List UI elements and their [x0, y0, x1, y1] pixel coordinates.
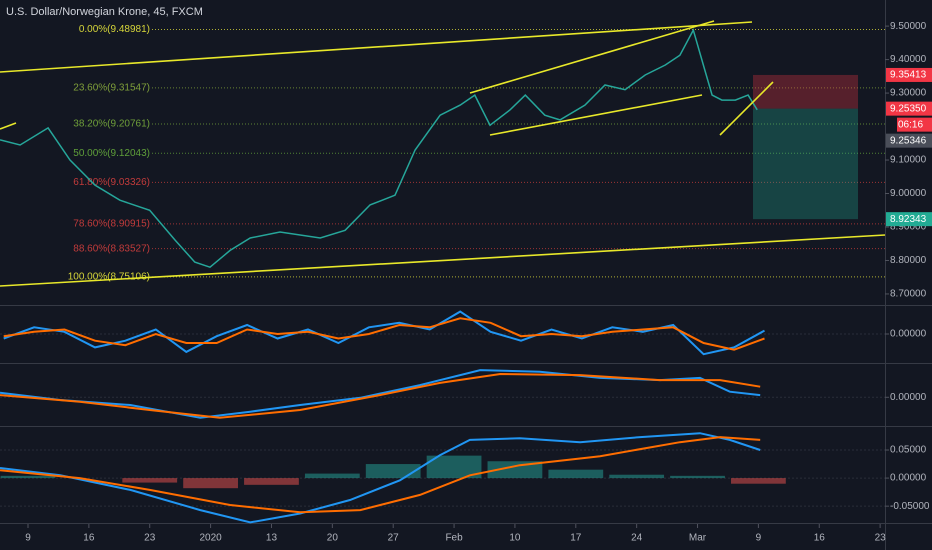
x-tick-label: 23	[875, 533, 887, 544]
x-tick-label: 13	[266, 533, 278, 544]
x-tick-label: 9	[25, 533, 31, 544]
price-label-box	[886, 212, 932, 227]
histogram-bar	[304, 473, 360, 479]
y-tick-label: 0.00000	[890, 392, 927, 403]
plot-layer: 9.50000 9.40000 9.30000 9.10000 9.00000 8.900…	[0, 21, 932, 544]
trend-line	[0, 21, 753, 73]
price-label: 9.35413	[890, 70, 927, 81]
countdown: 06:16	[898, 119, 923, 130]
histogram-bar	[670, 475, 725, 479]
countdown-box	[897, 117, 932, 132]
series-line	[0, 436, 761, 514]
y-tick-label: -0.05000	[890, 501, 930, 512]
histogram-bar	[122, 478, 178, 483]
x-tick-label: 23	[144, 533, 156, 544]
price-label-box	[886, 133, 932, 148]
x-tick-label: 9	[756, 533, 762, 544]
y-tick-label: 9.50000	[890, 21, 927, 32]
y-tick-label: 8.70000	[890, 289, 927, 300]
x-tick-label: 17	[570, 533, 582, 544]
position-loss	[753, 74, 858, 109]
price-label: 9.25346	[890, 135, 927, 146]
trend-line	[469, 20, 715, 94]
y-tick-label: 0.00000	[890, 329, 927, 340]
histogram-bar	[0, 475, 56, 479]
fib-label: 23.60%(9.31547)	[73, 83, 150, 94]
fib-label: 100.00%(8.75106)	[68, 271, 150, 282]
fib-label: 61.80%(9.03326)	[73, 177, 150, 188]
histogram-bar	[487, 461, 543, 479]
series-line	[0, 372, 761, 419]
fib-label: 88.60%(8.83527)	[73, 243, 150, 254]
y-tick-label: 9.30000	[890, 88, 927, 99]
x-tick-label: 16	[814, 533, 826, 544]
x-tick-label: Feb	[445, 533, 463, 544]
x-tick-label: 27	[388, 533, 400, 544]
y-tick-label: 9.00000	[890, 188, 927, 199]
x-tick-label: 20	[327, 533, 339, 544]
price-label-box	[886, 101, 932, 116]
series-line	[3, 310, 765, 356]
x-tick-label: 10	[509, 533, 521, 544]
histogram-bar	[183, 478, 238, 489]
position-profit	[753, 108, 858, 220]
series-line	[0, 432, 761, 524]
trend-line	[489, 94, 703, 136]
chart-title: U.S. Dollar/Norwegian Krone, 45, FXCM	[6, 6, 203, 18]
fib-label: 38.20%(9.20761)	[73, 119, 150, 130]
price-label: 8.92343	[890, 214, 927, 225]
histogram-bar	[426, 455, 482, 479]
histogram-bar	[244, 478, 299, 485]
histogram-bar	[548, 469, 604, 479]
price-label-box	[886, 67, 932, 82]
trend-line	[0, 234, 886, 287]
y-tick-label: 0.00000	[890, 473, 927, 484]
price-label: 9.25350	[890, 103, 927, 114]
trend-lines	[0, 20, 886, 287]
x-tick-label: Mar	[689, 533, 707, 544]
histogram-bar	[609, 474, 665, 479]
fib-label: 78.60%(8.90915)	[73, 219, 150, 230]
histogram-bar	[731, 478, 786, 484]
y-tick-label: 8.90000	[890, 222, 927, 233]
y-tick-label: 8.80000	[890, 255, 927, 266]
x-tick-label: 2020	[199, 533, 222, 544]
y-tick-label: 9.40000	[890, 54, 927, 65]
trend-line	[719, 81, 774, 136]
y-tick-label: 0.05000	[890, 445, 927, 456]
y-tick-label: 9.10000	[890, 155, 927, 166]
fib-label: 0.00%(9.48981)	[79, 24, 150, 35]
histogram-bar	[365, 464, 421, 479]
series-line	[0, 28, 758, 269]
series-line	[3, 317, 765, 351]
series-line	[0, 369, 761, 419]
x-tick-label: 16	[83, 533, 95, 544]
fib-label: 50.00%(9.12043)	[73, 148, 150, 159]
x-tick-label: 24	[631, 533, 643, 544]
trend-line	[0, 122, 17, 130]
